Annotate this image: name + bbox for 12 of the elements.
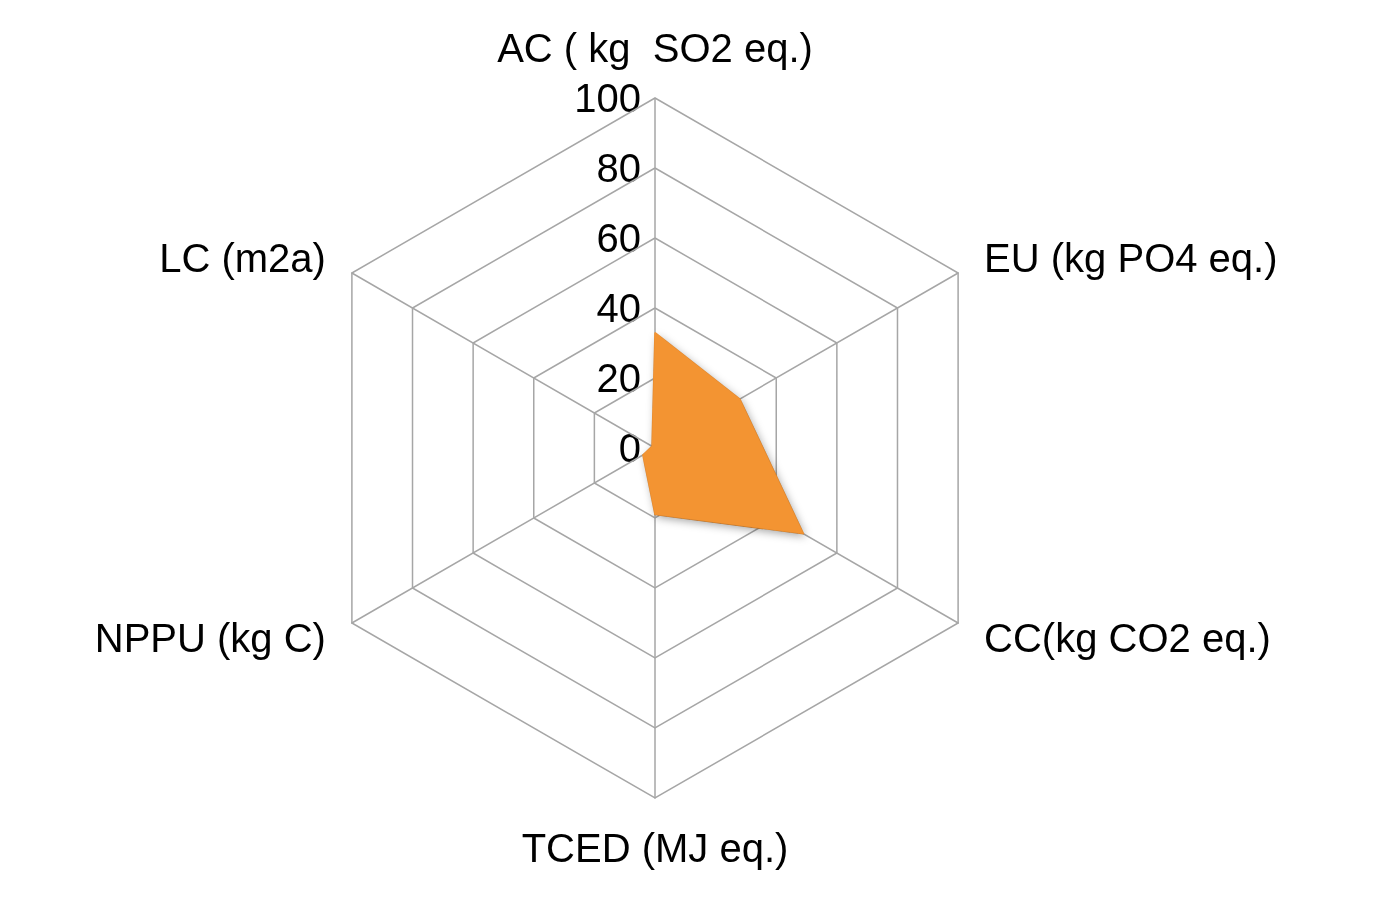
spoke-label: NPPU (kg C) <box>94 616 326 660</box>
y-tick-label: 100 <box>574 76 641 120</box>
spoke-label: EU (kg PO4 eq.) <box>984 236 1278 280</box>
y-tick-label: 80 <box>596 146 641 190</box>
y-tick-label: 40 <box>596 286 641 330</box>
spoke-label: TCED (MJ eq.) <box>521 826 789 870</box>
y-tick-label: 60 <box>596 216 641 260</box>
y-tick-label: 20 <box>596 356 641 400</box>
spoke-label: LC (m2a) <box>159 236 326 280</box>
spoke-label: AC ( kg SO2 eq.) <box>497 26 813 70</box>
spoke-label: CC(kg CO2 eq.) <box>984 616 1271 660</box>
y-tick-label: 0 <box>618 426 641 470</box>
